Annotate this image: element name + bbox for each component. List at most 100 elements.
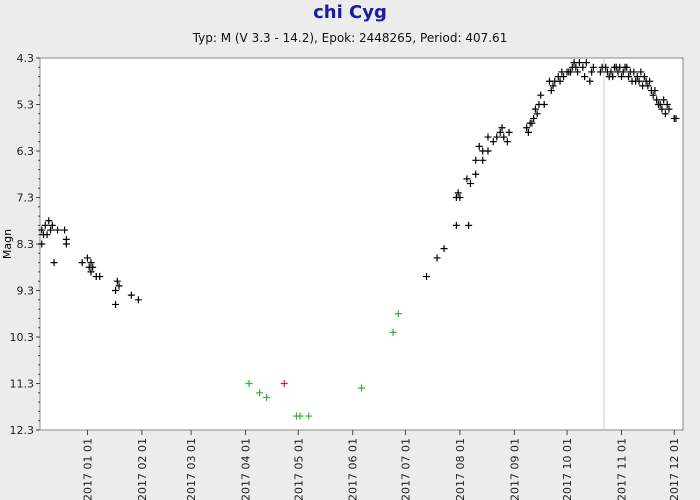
data-point-black bbox=[531, 105, 539, 113]
data-point-black bbox=[463, 175, 471, 183]
data-point-green bbox=[394, 310, 402, 318]
data-point-black bbox=[50, 259, 58, 267]
data-point-black bbox=[456, 194, 464, 201]
data-point-black bbox=[465, 221, 473, 229]
x-tick-label: 2017 03 01 bbox=[185, 438, 198, 500]
data-point-black bbox=[560, 73, 568, 81]
data-point-black bbox=[38, 240, 46, 248]
data-point-black bbox=[83, 254, 91, 262]
data-point-black bbox=[640, 73, 648, 81]
data-point-black bbox=[658, 105, 666, 113]
data-point-black bbox=[440, 245, 448, 253]
data-point-black bbox=[672, 114, 680, 122]
x-tick-label: 2017 11 01 bbox=[616, 438, 629, 500]
data-point-black bbox=[572, 63, 580, 71]
data-point-black bbox=[644, 82, 652, 90]
data-point-black bbox=[496, 128, 504, 136]
data-point-green bbox=[296, 412, 304, 420]
data-point-green bbox=[263, 393, 271, 401]
x-tick-label: 2017 05 01 bbox=[292, 438, 305, 500]
data-point-black bbox=[423, 273, 431, 281]
data-point-black bbox=[540, 101, 548, 108]
y-tick-label: 12.3 bbox=[10, 424, 35, 437]
data-point-black bbox=[500, 133, 508, 141]
data-point-black bbox=[78, 259, 86, 267]
data-point-black bbox=[533, 110, 541, 118]
chart-title: chi Cyg bbox=[313, 2, 387, 23]
x-tick-label: 2017 06 01 bbox=[347, 438, 360, 500]
data-point-black bbox=[630, 68, 638, 76]
data-point-black bbox=[547, 87, 555, 95]
data-point-black bbox=[663, 101, 671, 108]
data-point-black bbox=[48, 221, 56, 229]
data-point-black bbox=[89, 263, 97, 271]
data-point-black bbox=[528, 119, 536, 127]
y-tick-label: 10.3 bbox=[10, 331, 35, 344]
data-point-black bbox=[656, 101, 664, 108]
x-tick-label: 2017 07 01 bbox=[399, 438, 412, 500]
plot-area bbox=[39, 57, 684, 431]
y-tick-label: 9.3 bbox=[17, 285, 35, 298]
data-point-black bbox=[549, 82, 557, 90]
y-tick-label: 11.3 bbox=[10, 378, 35, 391]
data-point-black bbox=[45, 217, 53, 225]
y-axis: 4.3 5.3 6.3 7.3 8.3 9.3 10.3 11.3 12.3 bbox=[10, 52, 40, 437]
data-point-black bbox=[588, 68, 596, 76]
data-point-black bbox=[43, 231, 51, 239]
data-points bbox=[38, 59, 680, 420]
data-point-black bbox=[493, 133, 501, 141]
data-point-black bbox=[113, 277, 121, 285]
y-tick-label: 8.3 bbox=[17, 238, 35, 251]
x-tick-label: 2017 04 01 bbox=[240, 438, 253, 500]
data-point-black bbox=[596, 68, 604, 76]
data-point-black bbox=[505, 128, 513, 136]
data-point-black bbox=[602, 63, 610, 71]
x-tick-label: 2017 09 01 bbox=[508, 438, 521, 500]
data-point-black bbox=[574, 68, 582, 76]
data-point-black bbox=[484, 133, 492, 141]
data-point-black bbox=[498, 124, 506, 132]
data-point-black bbox=[54, 226, 62, 234]
data-point-black bbox=[134, 296, 142, 304]
data-point-black bbox=[567, 68, 575, 76]
data-point-black bbox=[581, 73, 589, 81]
data-point-green bbox=[305, 412, 313, 420]
data-point-black bbox=[609, 73, 617, 81]
data-point-black bbox=[479, 156, 487, 164]
data-point-green bbox=[358, 384, 365, 392]
y-axis-title: Magn bbox=[1, 229, 14, 259]
data-point-black bbox=[633, 73, 641, 81]
data-point-black bbox=[87, 259, 95, 267]
data-point-black bbox=[637, 68, 645, 76]
data-point-black bbox=[96, 273, 104, 281]
data-point-black bbox=[61, 226, 69, 234]
data-point-green bbox=[389, 328, 397, 336]
data-point-black bbox=[47, 226, 55, 234]
data-point-black bbox=[489, 138, 497, 146]
data-point-black bbox=[454, 189, 462, 197]
x-axis: 2017 01 01 2017 02 01 2017 03 01 2017 04 01… bbox=[81, 430, 681, 500]
data-point-black bbox=[475, 142, 483, 150]
y-tick-label: 5.3 bbox=[17, 99, 35, 112]
data-point-black bbox=[579, 63, 587, 71]
y-tick-label: 4.3 bbox=[17, 52, 35, 65]
data-point-black bbox=[582, 59, 590, 67]
data-point-black bbox=[62, 240, 70, 248]
data-point-black bbox=[556, 77, 564, 85]
data-point-black bbox=[646, 77, 654, 85]
chart-subtitle: Typ: M (V 3.3 - 14.2), Epok: 2448265, Pe… bbox=[192, 31, 508, 45]
data-point-black bbox=[653, 96, 661, 104]
y-tick-label: 7.3 bbox=[17, 192, 35, 205]
data-point-black bbox=[38, 226, 46, 234]
data-point-black bbox=[466, 180, 474, 188]
data-point-black bbox=[484, 147, 492, 155]
x-tick-label: 2017 01 01 bbox=[81, 438, 94, 500]
data-point-black bbox=[575, 59, 583, 67]
data-point-black bbox=[503, 138, 511, 146]
data-point-black bbox=[87, 268, 95, 276]
data-point-black bbox=[530, 114, 538, 122]
x-tick-label: 2017 08 01 bbox=[454, 438, 467, 500]
data-point-black bbox=[41, 221, 49, 229]
x-tick-label: 2017 02 01 bbox=[136, 438, 149, 500]
